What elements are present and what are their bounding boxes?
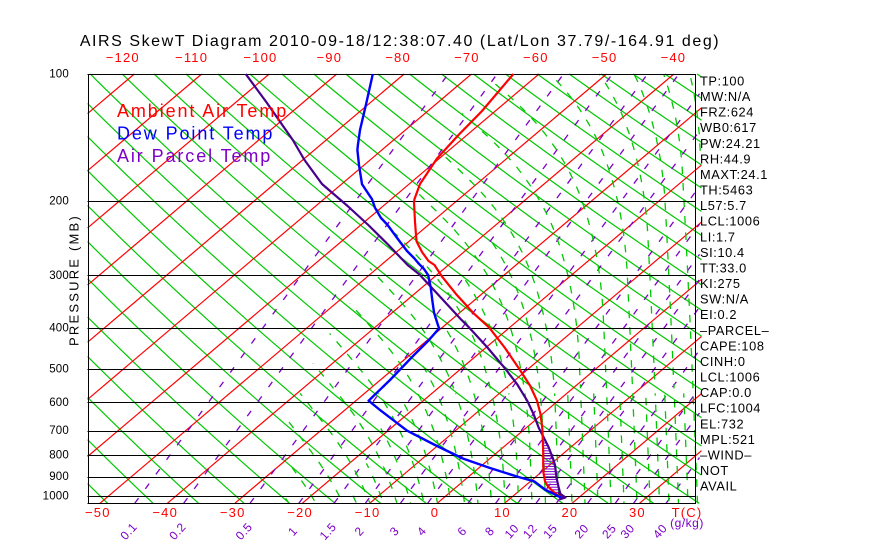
svg-text:Air Parcel Temp: Air Parcel Temp [117,146,272,166]
svg-text:SI:10.4: SI:10.4 [700,245,745,260]
svg-text:−40: −40 [152,505,178,520]
svg-text:SW:N/A: SW:N/A [700,292,749,307]
svg-text:10: 10 [494,505,511,520]
svg-text:500: 500 [49,364,69,376]
svg-text:EL:732: EL:732 [700,416,744,431]
svg-text:MPL:521: MPL:521 [700,432,755,447]
svg-text:−90: −90 [316,50,342,65]
svg-text:−10: −10 [355,505,381,520]
svg-text:EI:0.2: EI:0.2 [700,307,737,322]
svg-text:30: 30 [629,505,646,520]
svg-text:–PARCEL–: –PARCEL– [700,323,770,338]
svg-text:300: 300 [49,270,69,282]
svg-text:TT:33.0: TT:33.0 [700,261,747,276]
svg-text:800: 800 [49,450,69,462]
svg-text:−120: −120 [106,50,140,65]
svg-text:CAP:0.0: CAP:0.0 [700,385,752,400]
svg-text:NOT: NOT [700,463,729,478]
svg-text:−60: −60 [523,50,549,65]
svg-text:−30: −30 [220,505,246,520]
svg-text:MW:N/A: MW:N/A [700,89,751,104]
svg-text:(g/kg): (g/kg) [670,516,704,530]
svg-text:CINH:0: CINH:0 [700,354,746,369]
svg-text:L57:5.7: L57:5.7 [700,198,747,213]
svg-text:LFC:1004: LFC:1004 [700,401,761,416]
svg-text:RH:44.9: RH:44.9 [700,151,751,166]
svg-text:900: 900 [49,471,69,483]
svg-text:PRESSURE (MB): PRESSURE (MB) [67,214,82,346]
svg-text:200: 200 [49,196,69,208]
svg-text:−50: −50 [85,505,111,520]
svg-text:AVAIL: AVAIL [700,479,737,494]
svg-text:−80: −80 [385,50,411,65]
svg-text:FRZ:624: FRZ:624 [700,105,754,120]
svg-text:−110: −110 [175,50,208,65]
svg-text:Dew Point Temp: Dew Point Temp [117,124,274,144]
svg-text:TH:5463: TH:5463 [700,183,753,198]
svg-text:T(C): T(C) [672,505,703,520]
svg-text:1000: 1000 [43,491,69,503]
svg-text:600: 600 [49,397,69,409]
svg-text:AIRS SkewT Diagram 2010-09-18/: AIRS SkewT Diagram 2010-09-18/12:38:07.4… [80,33,720,50]
svg-text:LCL:1006: LCL:1006 [700,214,760,229]
svg-text:−50: −50 [592,50,618,65]
svg-text:−40: −40 [661,50,687,65]
svg-text:20: 20 [561,505,578,520]
svg-text:LI:1.7: LI:1.7 [700,229,736,244]
svg-text:KI:275: KI:275 [700,276,741,291]
svg-text:CAPE:108: CAPE:108 [700,338,765,353]
svg-text:100: 100 [49,69,69,81]
svg-text:–WIND–: –WIND– [700,447,752,462]
svg-text:PW:24.21: PW:24.21 [700,136,761,151]
svg-text:TP:100: TP:100 [700,74,745,89]
svg-text:Ambient Air Temp: Ambient Air Temp [117,101,288,121]
svg-text:−20: −20 [287,505,313,520]
svg-text:−100: −100 [243,50,277,65]
svg-text:400: 400 [49,323,69,335]
svg-text:LCL:1006: LCL:1006 [700,370,760,385]
svg-text:700: 700 [49,425,69,437]
svg-text:−70: −70 [454,50,480,65]
svg-text:WB0:617: WB0:617 [700,120,757,135]
svg-text:0: 0 [431,505,439,520]
svg-text:MAXT:24.1: MAXT:24.1 [700,167,768,182]
